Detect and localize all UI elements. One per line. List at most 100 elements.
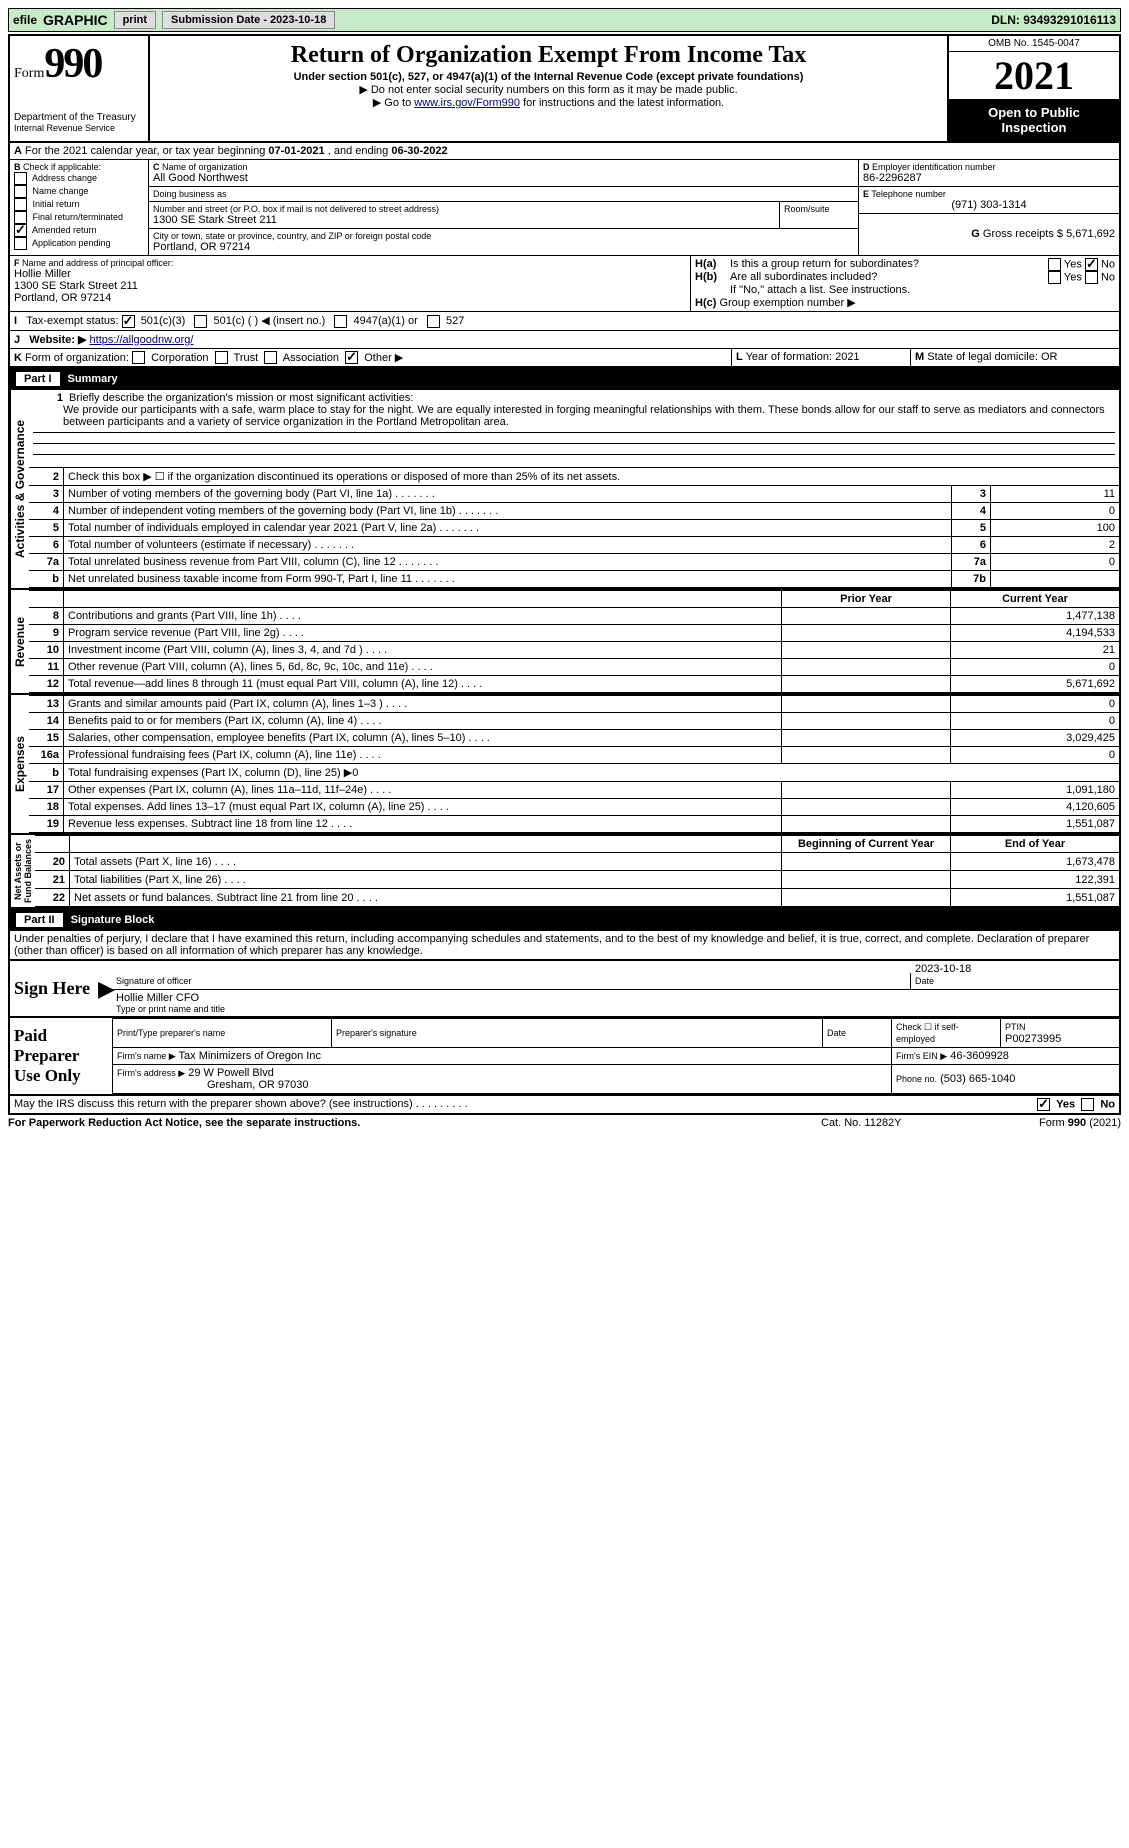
firm-val: Tax Minimizers of Oregon Inc [179,1050,321,1062]
discuss-no-check[interactable] [1081,1098,1094,1111]
expenses-table: 13Grants and similar amounts paid (Part … [29,695,1119,833]
prep-name-lbl: Print/Type preparer's name [117,1028,225,1038]
c-name-lbl: Name of organization [162,162,248,172]
501c-check[interactable] [194,315,207,328]
net-table: Beginning of Current YearEnd of Year 20T… [35,835,1119,907]
ptin-val: P00273995 [1005,1033,1061,1045]
prior-year-hdr: Prior Year [782,591,951,608]
b-check-0[interactable] [14,172,27,185]
opt-501c3: 501(c)(3) [141,315,186,327]
assoc-check[interactable] [264,351,277,364]
ein-val: 86-2296287 [863,172,1115,184]
paid-preparer-block: Paid Preparer Use Only Print/Type prepar… [8,1018,1121,1096]
room-lbl: Room/suite [784,204,854,214]
officer-addr1: 1300 SE Stark Street 211 [14,280,686,292]
irs-label: Internal Revenue Service [14,123,144,133]
irs-link[interactable]: www.irs.gov/Form990 [414,97,520,109]
governance-table: 2Check this box ▶ ☐ if the organization … [29,467,1119,588]
footer-right: Form 990 (2021) [981,1117,1121,1129]
part-ii-lbl: Part II [16,913,63,927]
b-check-4[interactable] [14,224,27,237]
part-ii-title: Signature Block [71,914,155,926]
m-lbl: State of legal domicile: [927,351,1038,363]
print-button[interactable]: print [114,11,156,29]
gross-receipts: 5,671,692 [1066,228,1115,240]
a-text: For the 2021 calendar year, or tax year … [25,145,268,157]
city-lbl: City or town, state or province, country… [153,231,854,241]
part-i-body: Activities & Governance 1Briefly describ… [8,390,1121,590]
street-val: 1300 SE Stark Street 211 [153,214,775,226]
form-year-block: OMB No. 1545-0047 2021 Open to Public In… [947,36,1119,141]
mission-text: We provide our participants with a safe,… [33,404,1115,428]
form-number: 990 [44,41,101,87]
goto-suffix: for instructions and the latest informat… [520,97,724,109]
discuss-q: May the IRS discuss this return with the… [14,1098,413,1110]
firm-addr2: Gresham, OR 97030 [117,1079,309,1091]
type-name-lbl: Type or print name and title [116,1004,1115,1014]
part-i-header: Part ISummary [8,368,1121,390]
b-check-1[interactable] [14,185,27,198]
graphic-label: GRAPHIC [43,12,108,28]
corp-check[interactable] [132,351,145,364]
open-to-public: Open to Public Inspection [949,99,1119,141]
l-lbl: Year of formation: [746,351,832,363]
ha-yes-check[interactable] [1048,258,1061,271]
ptin-lbl: PTIN [1005,1022,1026,1032]
end-year-hdr: End of Year [951,836,1120,853]
b-check-5[interactable] [14,237,27,250]
revenue-block: Revenue Prior YearCurrent Year 8Contribu… [8,590,1121,695]
k-trust: Trust [234,352,259,364]
discuss-no: No [1100,1099,1115,1111]
trust-check[interactable] [215,351,228,364]
part-ii-header: Part II Signature Block [8,909,1121,931]
tax-year: 2021 [949,52,1119,99]
form-subtitle: Under section 501(c), 527, or 4947(a)(1)… [158,71,939,83]
ha-no-check[interactable] [1085,258,1098,271]
begin-year-hdr: Beginning of Current Year [782,836,951,853]
ha-q: Is this a group return for subordinates? [730,258,1048,271]
ein-lbl: Firm's EIN ▶ [896,1051,947,1061]
cat-no: Cat. No. 11282Y [821,1117,981,1129]
current-year-hdr: Current Year [951,591,1120,608]
block-bcde: B Check if applicable: Address change Na… [8,160,1121,256]
revenue-table: Prior YearCurrent Year 8Contributions an… [29,590,1119,693]
year-formed: 2021 [835,351,859,363]
no-lbl: No [1101,258,1115,270]
part-i-title: Summary [68,373,118,385]
form-id-block: Form990 Department of the Treasury Inter… [10,36,150,141]
ssn-note: ▶ Do not enter social security numbers o… [158,83,939,96]
k-assoc: Association [283,352,339,364]
preparer-table: Print/Type preparer's name Preparer's si… [112,1018,1119,1094]
4947-check[interactable] [334,315,347,328]
line-i: I Tax-exempt status: 501(c)(3) 501(c) ( … [8,312,1121,331]
k-corp: Corporation [151,352,208,364]
e-lbl: Telephone number [871,189,946,199]
501c3-check[interactable] [122,315,135,328]
discuss-yes-check[interactable] [1037,1098,1050,1111]
submission-date-button[interactable]: Submission Date - 2023-10-18 [162,11,335,29]
f-lbl: Name and address of principal officer: [22,258,173,268]
a-end: 06-30-2022 [391,145,447,157]
other-check[interactable] [345,351,358,364]
state-domicile: OR [1041,351,1058,363]
tab-expenses: Expenses [10,695,29,833]
a-mid: , and ending [325,145,392,157]
yes-lbl: Yes [1064,258,1082,270]
page-footer: For Paperwork Reduction Act Notice, see … [8,1115,1121,1131]
block-fh: F Name and address of principal officer:… [8,256,1121,312]
hb-note: If "No," attach a list. See instructions… [695,284,1115,296]
website-link[interactable]: https://allgoodnw.org/ [90,334,194,346]
officer-addr2: Portland, OR 97214 [14,292,686,304]
prep-date-lbl: Date [827,1028,846,1038]
discuss-yes: Yes [1056,1099,1075,1111]
b-check-2[interactable] [14,198,27,211]
opt-501c: 501(c) ( ) ◀ (insert no.) [214,315,326,327]
hb-yes-check[interactable] [1048,271,1061,284]
hb-no-check[interactable] [1085,271,1098,284]
form-title: Return of Organization Exempt From Incom… [158,42,939,69]
527-check[interactable] [427,315,440,328]
block-b: B Check if applicable: Address change Na… [10,160,149,255]
j-lbl: Website: ▶ [29,334,86,346]
a-begin: 07-01-2021 [268,145,324,157]
city-val: Portland, OR 97214 [153,241,854,253]
